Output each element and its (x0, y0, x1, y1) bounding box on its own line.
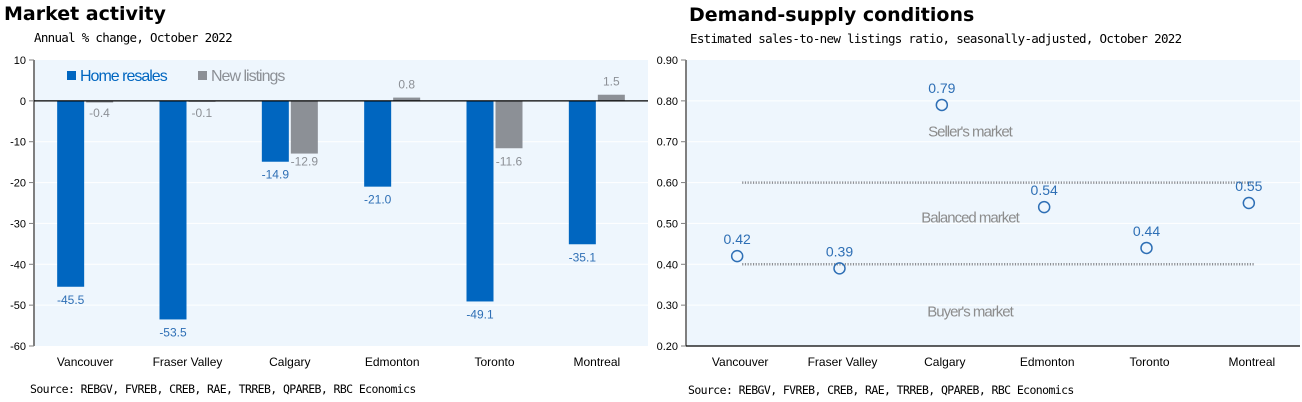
x-tick-label: Calgary (269, 355, 310, 369)
bar-home-resales (261, 100, 289, 162)
chart-source: Source: REBGV, FVREB, CREB, RAE, TRREB, … (30, 382, 416, 396)
bar-new-listings (597, 94, 625, 101)
legend-label-home-resales: Home resales (80, 68, 168, 85)
data-label: 0.8 (398, 78, 415, 92)
y-tick-label: -20 (10, 178, 26, 190)
zone-label: Buyer's market (927, 303, 1014, 320)
demand-supply-scatter-chart: 0.90 0.80 0.70 0.60 0.50 0.40 0.30 0.20 Vancouve… (657, 55, 1300, 369)
data-point (935, 98, 949, 112)
market-activity-bar-chart: 10 0 -10 -20 -30 -40 -50 -60 Vancouver Fraser Val… (10, 55, 648, 369)
market-activity-panel: Market activity Annual % change, October… (0, 0, 650, 402)
data-label: 1.5 (603, 75, 620, 89)
legend-swatch-home-resales (67, 71, 76, 80)
bar-home-resales (364, 100, 392, 187)
plot-area (686, 60, 1300, 346)
bar-home-resales (568, 100, 596, 245)
x-tick-label: Edmonton (365, 355, 420, 369)
data-label: -49.1 (466, 307, 494, 321)
data-label: -53.5 (159, 325, 187, 339)
data-label: -11.6 (496, 154, 523, 168)
y-tick-label: 0.50 (657, 218, 678, 230)
y-tick-label: 0.60 (657, 178, 678, 190)
x-tick-label: Fraser Valley (153, 355, 223, 369)
data-label: -0.4 (89, 106, 110, 120)
y-tick-label: 0.40 (657, 259, 678, 271)
x-tick-label: Toronto (474, 355, 514, 369)
y-tick-label: 0 (20, 96, 26, 108)
data-point (730, 249, 744, 263)
plot-area (34, 60, 648, 346)
data-label: -0.1 (192, 106, 213, 120)
chart-title: Demand-supply conditions (689, 4, 975, 26)
y-tick-label: -50 (10, 300, 26, 312)
data-label: -35.1 (569, 250, 597, 264)
x-tick-label: Calgary (924, 355, 965, 369)
x-tick-label: Vancouver (57, 355, 113, 369)
data-point (833, 262, 846, 275)
bar-home-resales (466, 100, 494, 302)
y-tick-label: 10 (14, 55, 26, 67)
data-label: -45.5 (57, 293, 85, 307)
x-tick-label: Fraser Valley (808, 355, 878, 369)
bar-new-listings (495, 100, 523, 149)
chart-title: Market activity (4, 3, 166, 25)
x-tick-label: Edmonton (1020, 355, 1075, 369)
bar-new-listings (86, 100, 114, 103)
data-label: 0.55 (1235, 178, 1262, 194)
y-tick-label: 0.70 (657, 137, 678, 149)
y-tick-label: -10 (10, 137, 26, 149)
y-tick-label: -30 (10, 218, 26, 230)
data-label: -14.9 (262, 168, 290, 182)
chart-source: Source: REBGV, FVREB, CREB, RAE, TRREB, … (688, 383, 1074, 397)
bar-new-listings (393, 97, 421, 101)
x-tick-label: Montreal (1228, 355, 1275, 369)
data-label: 0.54 (1031, 182, 1058, 198)
demand-supply-panel: Demand-supply conditions Estimated sales… (652, 0, 1302, 402)
data-label: 0.42 (724, 231, 751, 247)
zone-label: Balanced market (921, 209, 1020, 226)
bar-new-listings (290, 100, 318, 154)
data-point (1140, 241, 1153, 255)
data-label: 0.44 (1133, 223, 1160, 239)
y-tick-label: -60 (10, 341, 26, 353)
x-tick-label: Montreal (573, 355, 620, 369)
data-label: -12.9 (291, 155, 319, 169)
y-tick-label: 0.20 (657, 341, 678, 353)
legend-label-new-listings: New listings (211, 68, 285, 85)
data-point (1242, 196, 1256, 210)
y-tick-label: 0.30 (657, 300, 678, 312)
y-tick-label: 0.90 (657, 55, 678, 67)
chart-subtitle: Annual % change, October 2022 (34, 30, 233, 45)
data-label: 0.39 (826, 243, 853, 259)
data-label: -21.0 (364, 193, 392, 207)
data-point (1037, 200, 1051, 214)
bar-home-resales (159, 100, 187, 320)
y-tick-label: 0.80 (657, 96, 678, 108)
legend-swatch-new-listings (198, 71, 207, 80)
bar-home-resales (57, 100, 85, 287)
data-label: 0.79 (928, 80, 955, 96)
x-tick-label: Vancouver (712, 355, 768, 369)
chart-subtitle: Estimated sales-to-new listings ratio, s… (690, 31, 1182, 46)
x-tick-label: Toronto (1129, 355, 1169, 369)
y-tick-label: -40 (10, 259, 26, 271)
zone-label: Seller's market (928, 124, 1014, 141)
